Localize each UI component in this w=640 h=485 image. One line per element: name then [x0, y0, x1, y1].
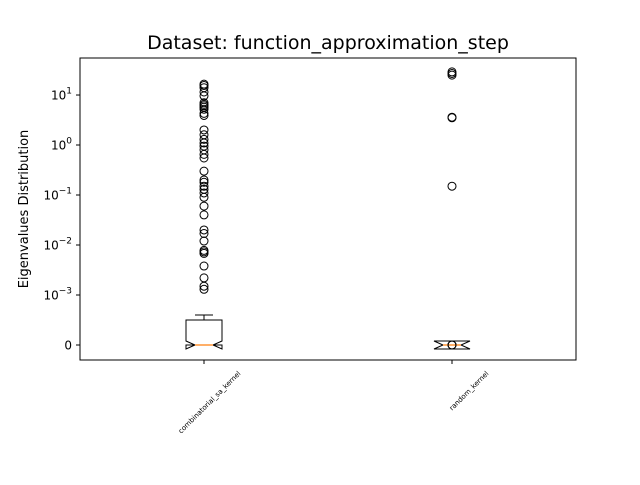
flier-point: [199, 284, 209, 294]
flier-point: [199, 79, 209, 89]
flier-point: [199, 145, 209, 155]
box-body: [185, 319, 223, 350]
flier-point: [199, 181, 209, 191]
x-ticks: combinatorial_sa_kernel random_kernel: [177, 360, 491, 436]
chart-title: Dataset: function_approximation_step: [147, 32, 509, 54]
boxes: [185, 67, 471, 350]
flier-point: [199, 134, 209, 144]
x-tick-label: random_kernel: [448, 370, 491, 413]
flier-point: [199, 201, 209, 211]
y-tick-label: 10−1: [43, 187, 72, 203]
flier-point: [199, 141, 209, 151]
y-tick-label: 101: [51, 87, 72, 103]
flier-point: [447, 67, 457, 77]
flier-point: [199, 125, 209, 135]
flier-point: [199, 130, 209, 140]
flier-point: [447, 340, 457, 350]
flier-point: [447, 112, 457, 122]
y-tick-label: 10−3: [43, 287, 72, 303]
flier-point: [199, 261, 209, 271]
y-axis-label: Eigenvalues Distribution: [17, 130, 32, 289]
x-tick-label: combinatorial_sa_kernel: [177, 370, 243, 436]
plot-area: [79, 57, 577, 361]
y-tick-label: 100: [51, 137, 72, 153]
flier-point: [199, 188, 209, 198]
flier-point: [199, 228, 209, 238]
flier-point: [199, 175, 209, 185]
flier-point: [199, 98, 209, 108]
flier-point: [199, 236, 209, 246]
flier-point: [199, 273, 209, 283]
y-tick-label: 10−2: [43, 237, 72, 253]
flier-point: [199, 177, 209, 187]
flier-point: [199, 83, 209, 93]
flier-point: [447, 181, 457, 191]
y-ticks: 0 10−3 10−2 10−1 100 101: [43, 87, 80, 353]
flier-point: [199, 210, 209, 220]
box-group: [433, 67, 471, 350]
box-group: [185, 79, 223, 350]
y-tick-label: 0: [64, 339, 72, 353]
flier-point: [199, 166, 209, 176]
flier-point: [199, 225, 209, 235]
flier-point: [199, 245, 209, 255]
flier-point: [199, 184, 209, 194]
